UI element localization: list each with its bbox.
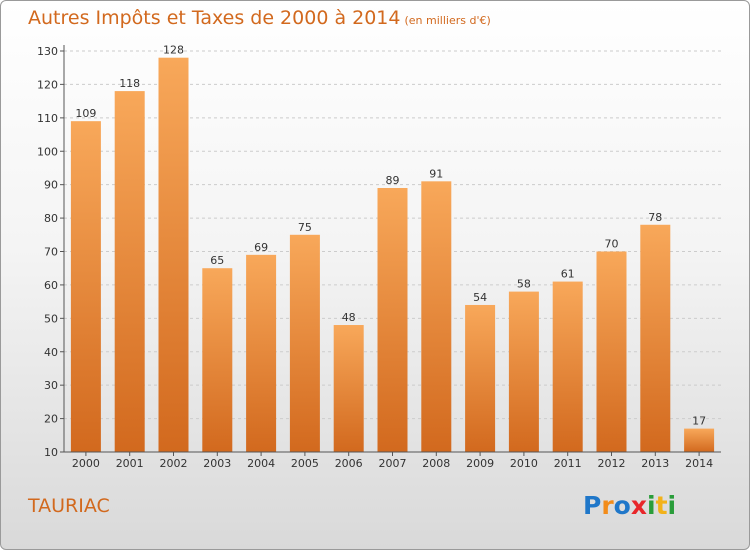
y-tick-label: 90 — [44, 179, 58, 192]
y-tick-label: 50 — [44, 312, 58, 325]
y-tick-label: 40 — [44, 346, 58, 359]
y-tick-label: 120 — [37, 78, 58, 91]
x-tick-label: 2006 — [335, 457, 363, 470]
bar-value-label: 54 — [473, 291, 487, 304]
y-tick-label: 130 — [37, 45, 58, 58]
bar-value-label: 65 — [210, 254, 224, 267]
bar-value-label: 69 — [254, 241, 268, 254]
commune-name: TAURIAC — [28, 495, 110, 517]
bar-value-label: 48 — [342, 311, 356, 324]
logo-letter: r — [601, 491, 614, 520]
chart-title-block: Autres Impôts et Taxes de 2000 à 2014 (en… — [28, 7, 491, 29]
y-tick-label: 80 — [44, 212, 58, 225]
y-tick-label: 30 — [44, 379, 58, 392]
x-tick-label: 2012 — [598, 457, 626, 470]
bar-value-label: 17 — [692, 415, 706, 428]
bar — [333, 325, 364, 452]
bar-value-label: 109 — [75, 107, 96, 120]
bar-value-label: 78 — [648, 211, 662, 224]
bar-value-label: 128 — [163, 44, 184, 57]
x-tick-label: 2003 — [203, 457, 231, 470]
logo-letter: i — [667, 491, 677, 520]
x-tick-label: 2010 — [510, 457, 538, 470]
bar — [289, 234, 320, 452]
bar-value-label: 118 — [119, 77, 140, 90]
x-tick-label: 2001 — [116, 457, 144, 470]
x-tick-label: 2009 — [466, 457, 494, 470]
bar — [552, 281, 583, 452]
bar — [640, 224, 671, 452]
x-tick-label: 2014 — [685, 457, 713, 470]
x-tick-label: 2002 — [160, 457, 188, 470]
bar — [465, 304, 496, 452]
x-tick-label: 2000 — [72, 457, 100, 470]
bar-value-label: 75 — [298, 221, 312, 234]
bar — [114, 91, 145, 452]
bar — [421, 181, 452, 452]
bar — [508, 291, 539, 452]
bar-value-label: 70 — [605, 238, 619, 251]
x-tick-label: 2007 — [379, 457, 407, 470]
bar-value-label: 89 — [386, 174, 400, 187]
y-tick-label: 10 — [44, 446, 58, 459]
bar — [596, 251, 627, 452]
logo-letter: o — [613, 491, 631, 520]
logo-letter: P — [583, 491, 602, 520]
proxiti-logo: Proxiti — [583, 491, 676, 520]
logo-letter: t — [655, 491, 668, 520]
bar-value-label: 58 — [517, 278, 531, 291]
bar — [158, 57, 189, 452]
y-tick-label: 110 — [37, 112, 58, 125]
logo-letter: x — [630, 491, 647, 520]
logo-letter: i — [647, 491, 656, 520]
y-tick-label: 20 — [44, 413, 58, 426]
x-tick-label: 2004 — [247, 457, 275, 470]
y-tick-label: 60 — [44, 279, 58, 292]
bar-value-label: 91 — [429, 167, 443, 180]
x-tick-label: 2005 — [291, 457, 319, 470]
bar — [684, 428, 715, 452]
x-tick-label: 2008 — [422, 457, 450, 470]
chart-unit-label: (en milliers d'€) — [404, 14, 491, 27]
chart-title: Autres Impôts et Taxes de 2000 à 2014 — [28, 7, 401, 29]
bar — [202, 268, 233, 452]
bar — [246, 254, 277, 452]
x-tick-label: 2013 — [641, 457, 669, 470]
x-tick-label: 2011 — [554, 457, 582, 470]
bar — [377, 188, 408, 452]
y-tick-label: 70 — [44, 246, 58, 259]
bar — [70, 121, 101, 453]
y-tick-label: 100 — [37, 145, 58, 158]
bar-value-label: 61 — [561, 268, 575, 281]
